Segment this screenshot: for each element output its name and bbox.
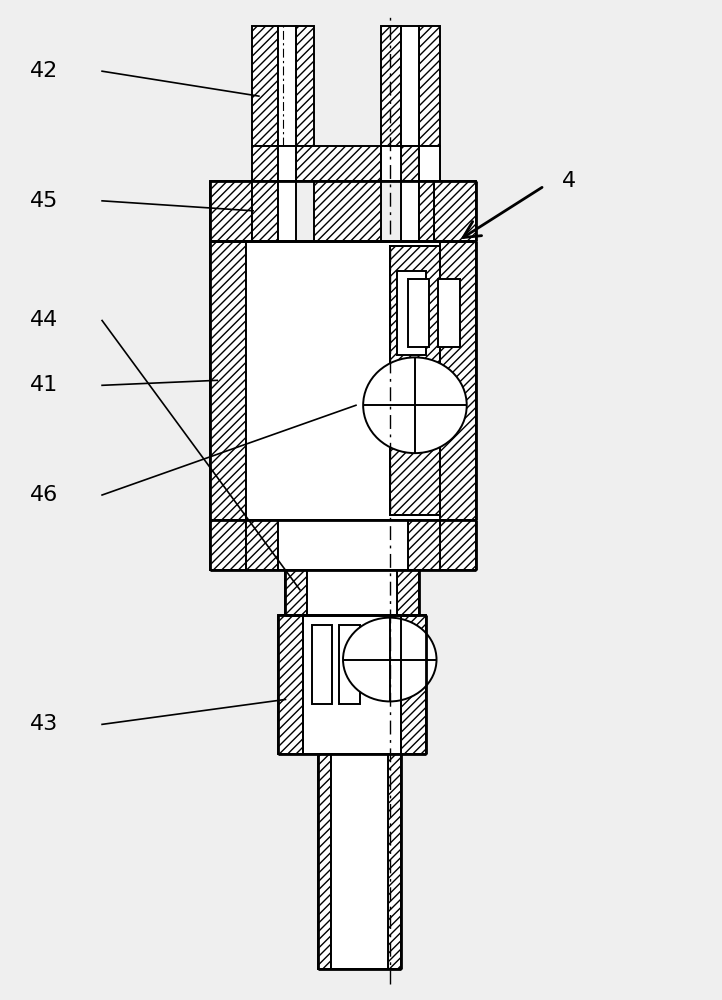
- Bar: [303, 615, 401, 754]
- Bar: [390, 246, 440, 515]
- Bar: [296, 146, 381, 181]
- Bar: [278, 520, 408, 570]
- Bar: [419, 26, 440, 146]
- Bar: [278, 146, 296, 181]
- Bar: [339, 625, 360, 704]
- Bar: [331, 754, 388, 969]
- Text: 44: 44: [30, 310, 58, 330]
- Text: 4: 4: [562, 171, 576, 191]
- Bar: [210, 181, 252, 241]
- Bar: [296, 26, 314, 146]
- Bar: [401, 181, 419, 241]
- Bar: [381, 146, 401, 181]
- Bar: [307, 570, 397, 615]
- Bar: [419, 146, 440, 181]
- Text: 46: 46: [30, 485, 58, 505]
- Bar: [397, 271, 426, 355]
- Bar: [318, 754, 331, 969]
- Bar: [252, 26, 278, 146]
- Bar: [246, 241, 440, 520]
- Bar: [312, 625, 332, 704]
- Ellipse shape: [363, 357, 466, 453]
- Bar: [419, 181, 435, 241]
- Bar: [246, 520, 278, 570]
- Bar: [278, 181, 296, 241]
- Text: 42: 42: [30, 61, 58, 81]
- Bar: [278, 26, 296, 146]
- Bar: [438, 279, 459, 347]
- Bar: [408, 279, 430, 347]
- Bar: [314, 181, 381, 241]
- Bar: [285, 570, 307, 615]
- Bar: [252, 181, 278, 241]
- Bar: [408, 520, 440, 570]
- Bar: [210, 520, 246, 570]
- Text: 41: 41: [30, 375, 58, 395]
- Bar: [252, 146, 278, 181]
- Bar: [401, 26, 419, 146]
- Bar: [278, 615, 303, 754]
- Bar: [210, 241, 246, 520]
- Bar: [388, 754, 401, 969]
- Bar: [440, 241, 476, 520]
- Bar: [401, 146, 440, 181]
- Bar: [401, 615, 426, 754]
- Bar: [440, 520, 476, 570]
- Bar: [381, 26, 401, 146]
- Text: 43: 43: [30, 714, 58, 734]
- Ellipse shape: [343, 618, 437, 701]
- Text: 45: 45: [30, 191, 58, 211]
- Bar: [397, 570, 419, 615]
- Bar: [390, 246, 440, 515]
- Bar: [435, 181, 476, 241]
